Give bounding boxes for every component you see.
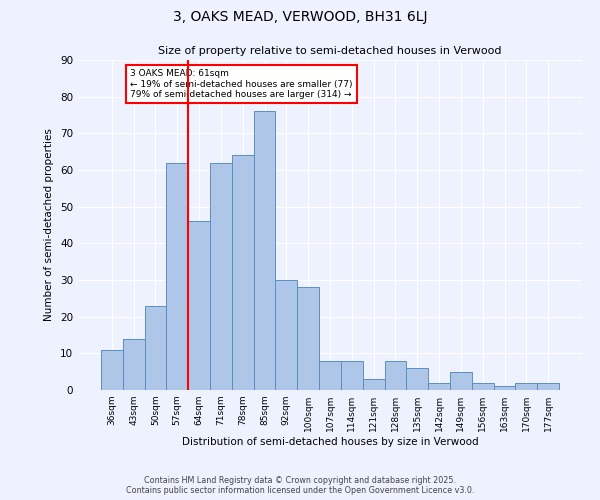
Bar: [319, 360, 341, 390]
Bar: [297, 288, 319, 390]
Bar: [188, 222, 210, 390]
Bar: [363, 379, 385, 390]
Y-axis label: Number of semi-detached properties: Number of semi-detached properties: [44, 128, 55, 322]
Bar: [232, 156, 254, 390]
Bar: [341, 360, 363, 390]
Text: Contains HM Land Registry data © Crown copyright and database right 2025.
Contai: Contains HM Land Registry data © Crown c…: [126, 476, 474, 495]
X-axis label: Distribution of semi-detached houses by size in Verwood: Distribution of semi-detached houses by …: [182, 437, 478, 447]
Title: Size of property relative to semi-detached houses in Verwood: Size of property relative to semi-detach…: [158, 46, 502, 56]
Bar: [123, 338, 145, 390]
Bar: [494, 386, 515, 390]
Bar: [210, 162, 232, 390]
Text: 3 OAKS MEAD: 61sqm
← 19% of semi-detached houses are smaller (77)
79% of semi-de: 3 OAKS MEAD: 61sqm ← 19% of semi-detache…: [130, 69, 353, 99]
Bar: [450, 372, 472, 390]
Bar: [537, 382, 559, 390]
Bar: [145, 306, 166, 390]
Bar: [101, 350, 123, 390]
Bar: [275, 280, 297, 390]
Bar: [428, 382, 450, 390]
Bar: [254, 112, 275, 390]
Bar: [385, 360, 406, 390]
Bar: [406, 368, 428, 390]
Bar: [515, 382, 537, 390]
Text: 3, OAKS MEAD, VERWOOD, BH31 6LJ: 3, OAKS MEAD, VERWOOD, BH31 6LJ: [173, 10, 427, 24]
Bar: [166, 162, 188, 390]
Bar: [472, 382, 494, 390]
